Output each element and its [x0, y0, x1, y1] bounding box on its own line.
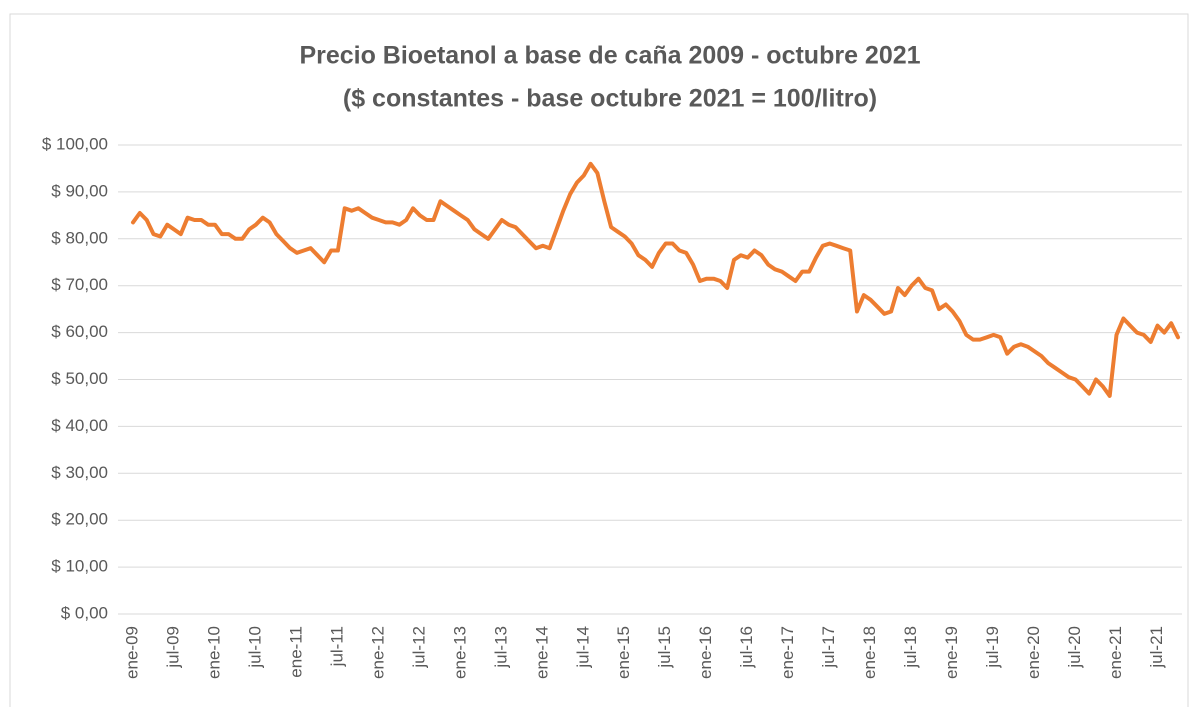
x-tick-label: ene-12 — [368, 626, 387, 679]
x-tick-label: jul-13 — [491, 626, 510, 669]
y-tick-label: $ 70,00 — [51, 275, 108, 294]
x-tick-label: ene-20 — [1024, 626, 1043, 679]
x-tick-label: ene-16 — [696, 626, 715, 679]
x-tick-label: ene-10 — [204, 626, 223, 679]
chart-frame — [9, 13, 1189, 707]
x-tick-label: jul-10 — [245, 626, 264, 669]
x-tick-label: ene-18 — [860, 626, 879, 679]
x-tick-label: ene-13 — [450, 626, 469, 679]
x-tick-label: jul-11 — [327, 626, 346, 667]
x-tick-label: ene-15 — [614, 626, 633, 679]
x-tick-label: jul-17 — [819, 626, 838, 669]
x-tick-label: jul-15 — [655, 626, 674, 669]
y-tick-label: $ 100,00 — [42, 134, 108, 153]
chart-title: Precio Bioetanol a base de caña 2009 - o… — [299, 42, 920, 70]
y-tick-label: $ 60,00 — [51, 322, 108, 341]
x-tick-label: ene-11 — [286, 626, 305, 678]
x-tick-label: jul-12 — [409, 626, 428, 669]
data-line — [131, 161, 1180, 398]
x-tick-label: ene-09 — [122, 626, 141, 679]
x-tick-label: jul-09 — [163, 626, 182, 669]
x-tick-label: jul-14 — [573, 626, 592, 669]
x-tick-label: ene-17 — [778, 626, 797, 679]
x-tick-label: jul-20 — [1065, 626, 1084, 669]
y-tick-label: $ 40,00 — [51, 416, 108, 435]
y-tick-label: $ 30,00 — [51, 463, 108, 482]
y-tick-label: $ 80,00 — [51, 228, 108, 247]
x-tick-label: ene-14 — [532, 626, 551, 679]
x-tick-label: ene-21 — [1106, 626, 1125, 679]
y-tick-label: $ 10,00 — [51, 557, 108, 576]
chart-subtitle: ($ constantes - base octubre 2021 = 100/… — [343, 85, 877, 113]
y-tick-label: $ 0,00 — [61, 603, 108, 622]
x-tick-label: jul-21 — [1147, 626, 1166, 669]
y-tick-label: $ 90,00 — [51, 181, 108, 200]
y-tick-label: $ 20,00 — [51, 510, 108, 529]
y-tick-label: $ 50,00 — [51, 369, 108, 388]
x-tick-label: jul-19 — [983, 626, 1002, 669]
x-tick-label: ene-19 — [942, 626, 961, 679]
x-tick-label: jul-16 — [737, 626, 756, 669]
x-tick-label: jul-18 — [901, 626, 920, 669]
